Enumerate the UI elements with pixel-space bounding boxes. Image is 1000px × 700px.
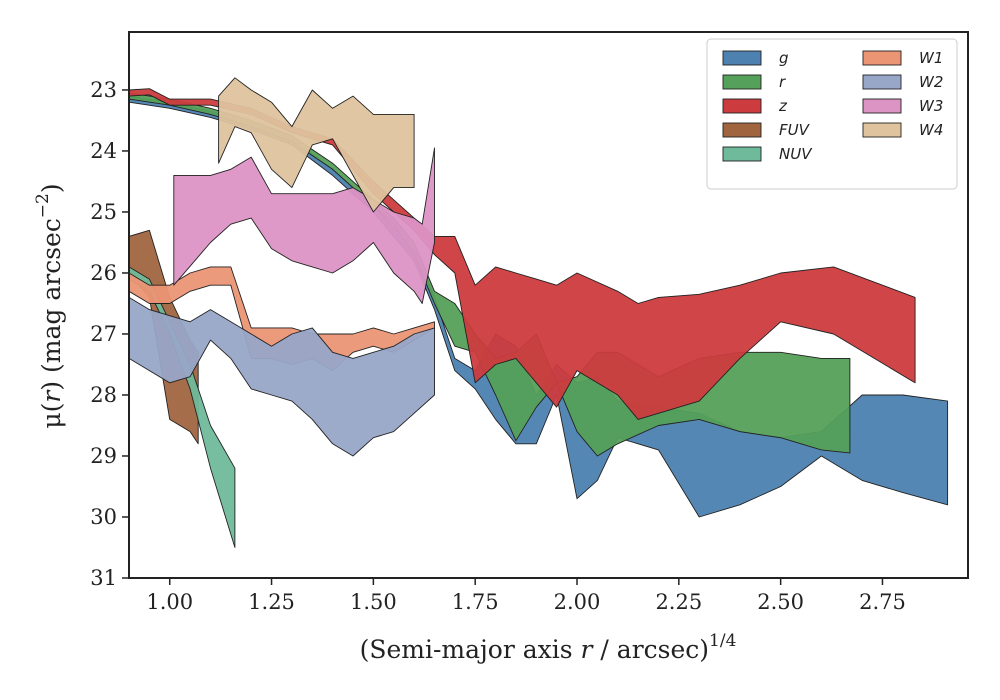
x-tick-label: 2.00 [554,590,601,614]
y-axis: 23 24 25 26 27 28 29 30 31 [90,78,129,590]
y-tick-label: 23 [90,78,117,102]
band-layer [129,77,949,548]
x-axis-title: (Semi-major axis r / arcsec)1/4 [360,631,737,664]
legend-swatch-z [722,98,762,114]
legend-swatch-fuv [722,122,762,138]
y-tick-label: 24 [90,139,117,163]
x-tick-label: 1.00 [146,590,193,614]
band-w2 [129,296,435,457]
legend-label-w4: W4 [919,121,943,139]
legend-swatch-r [722,74,762,90]
band-w3 [173,147,435,304]
y-tick-label: 25 [90,200,117,224]
x-tick-label: 2.50 [757,590,804,614]
legend-label-w1: W1 [919,49,943,67]
y-tick-label: 30 [90,505,117,529]
y-tick-label: 26 [90,261,117,285]
legend: grz FUV NUV W1 W2 W3 W4 [706,38,958,190]
band-z [129,88,916,420]
legend-swatch-nuv [722,146,762,162]
legend-swatch-w4 [862,122,902,138]
legend-label-w2: W2 [919,73,943,91]
x-tick-label: 1.50 [350,590,397,614]
legend-label-nuv: NUV [779,145,813,163]
legend-swatch-w3 [862,98,902,114]
legend-label-w3: W3 [919,97,943,115]
x-tick-label: 1.75 [452,590,499,614]
y-tick-label: 27 [90,322,117,346]
y-tick-label: 29 [90,444,117,468]
y-axis-title: μ(r) (mag arcsec−2) [33,183,66,428]
x-axis: 1.00 1.25 1.50 1.75 2.00 2.25 2.50 2.75 [146,578,906,614]
x-tick-label: 2.75 [859,590,906,614]
y-tick-label: 28 [90,383,117,407]
x-tick-label: 1.25 [248,590,295,614]
legend-swatch-g [722,50,762,66]
legend-swatch-w1 [862,50,902,66]
x-tick-label: 2.25 [655,590,702,614]
legend-label-g: g [779,49,789,67]
band-g [129,95,949,518]
legend-swatch-w2 [862,74,902,90]
band-w4 [218,77,415,213]
y-tick-label: 31 [90,566,117,590]
legend-label-z: z [778,97,788,115]
plot-frame [128,31,969,579]
legend-label-fuv: FUV [779,121,811,139]
legend-label-r: r [779,73,786,91]
